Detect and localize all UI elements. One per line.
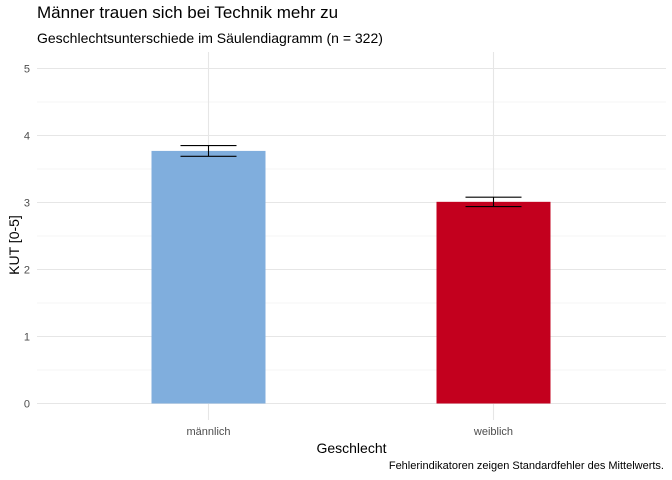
bar-maennlich — [151, 150, 266, 404]
chart-caption: Fehlerindikatoren zeigen Standardfehler … — [388, 460, 664, 472]
grid-lines — [37, 52, 666, 420]
y-axis-ticks: 0 1 2 3 4 5 — [24, 64, 30, 411]
chart-subtitle: Geschlechtsunterschiede im Säulendiagram… — [37, 30, 383, 46]
y-tick-label: 4 — [24, 131, 30, 143]
x-tick-label: weiblich — [473, 426, 513, 438]
y-tick-label: 5 — [24, 64, 30, 76]
bars — [151, 150, 551, 404]
x-tick-label: männlich — [186, 426, 230, 438]
chart-title: Männer trauen sich bei Technik mehr zu — [37, 3, 339, 22]
y-tick-label: 0 — [24, 399, 30, 411]
y-tick-label: 2 — [24, 265, 30, 277]
bar-weiblich — [436, 201, 551, 404]
x-axis-ticks: männlich weiblich — [186, 426, 513, 438]
y-tick-label: 3 — [24, 198, 30, 210]
y-axis-label: KUT [0-5] — [6, 215, 22, 275]
error-bar — [465, 196, 522, 208]
x-axis-label: Geschlecht — [316, 440, 387, 456]
error-bar — [180, 145, 237, 157]
error-bars — [180, 145, 522, 208]
y-tick-label: 1 — [24, 332, 30, 344]
